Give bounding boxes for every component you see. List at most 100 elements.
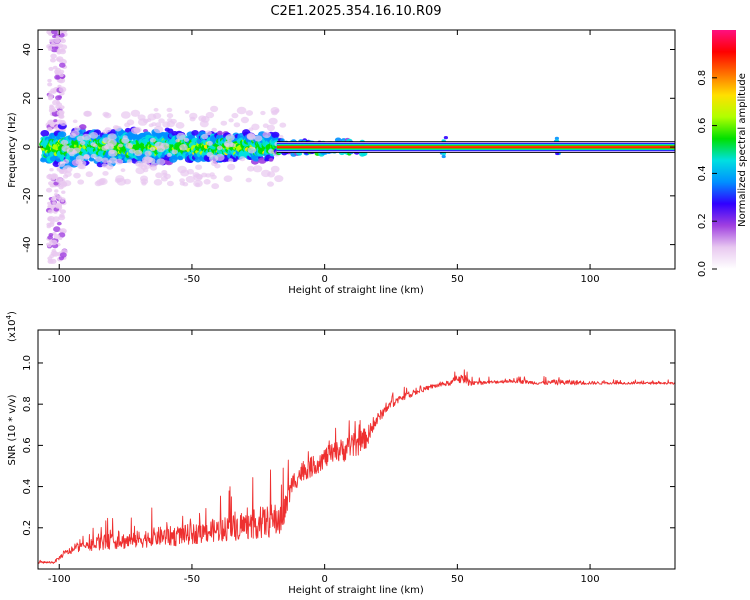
spectrogram-cell <box>185 175 195 183</box>
spectrogram-cell <box>138 162 145 168</box>
spectrogram-cell <box>279 122 287 128</box>
spectrogram-cell <box>252 165 263 173</box>
spectrogram-cell <box>209 172 215 177</box>
spectrogram-cell <box>118 143 124 148</box>
x-tick-label: -50 <box>184 274 200 285</box>
spectrogram-cell <box>56 110 64 116</box>
spectrogram-cell <box>52 65 58 70</box>
spectrogram-cell <box>268 117 278 125</box>
y-tick-label: 20 <box>22 92 33 105</box>
snr-multiplier-base: (x10 <box>7 319 18 342</box>
spectrogram-cell <box>148 123 154 128</box>
spectrogram-cell <box>163 173 171 179</box>
spectrogram-cell <box>46 127 53 132</box>
spectrogram-cell <box>130 109 141 117</box>
x-tick-label: -100 <box>48 274 71 285</box>
spectrogram-cell <box>182 182 189 187</box>
spectrogram-cell <box>247 146 257 154</box>
spectrogram-cell <box>126 159 133 164</box>
spectrogram-cell <box>193 179 203 188</box>
snr-y-axis-label: SNR (10 * v/v) <box>7 394 18 465</box>
spectrogram-cell <box>50 173 59 180</box>
spectrogram-cell <box>121 137 130 144</box>
snr-multiplier-close: ) <box>7 311 18 315</box>
spectrogram-cell <box>50 46 59 53</box>
spectrogram-cell <box>47 217 53 221</box>
spectrogram-cell <box>179 144 188 151</box>
spectrogram-cell <box>274 175 284 183</box>
snr-multiplier-exponent: 4 <box>5 314 13 319</box>
spectrogram-cell <box>554 136 560 140</box>
spectrogram-cell <box>83 154 90 160</box>
spectrogram-cell <box>49 168 54 172</box>
spectrogram-cell <box>153 125 164 134</box>
spectrogram-cell <box>50 108 57 113</box>
spectrogram-cell <box>166 152 172 158</box>
colorbar: 0.0 0.2 0.4 0.6 0.8 Normalized spectral ampl… <box>697 30 748 277</box>
spectrogram-cell <box>74 126 81 132</box>
spectrogram-cell <box>54 69 60 74</box>
spectrogram-cell <box>177 155 184 160</box>
spectrogram-cell <box>59 62 66 68</box>
spectrogram-cell <box>166 113 174 119</box>
spectrogram-cell <box>441 154 446 159</box>
x-tick-label: -50 <box>184 574 200 585</box>
snr-x-ticks: -100 -50 0 50 100 <box>48 330 600 585</box>
x-tick-label: 50 <box>451 274 464 285</box>
spectrogram-cell <box>143 163 152 169</box>
spectrogram-cell <box>47 201 52 206</box>
spectrogram-cell <box>85 171 94 178</box>
spectrogram-cell <box>251 123 260 131</box>
spectrogram-cell <box>60 199 65 203</box>
spectrogram-cell <box>72 150 78 155</box>
spectrogram-cell <box>176 132 186 140</box>
spectrogram-cell <box>206 140 213 146</box>
spectrogram-cell <box>280 138 285 142</box>
spectrogram-cell <box>89 132 99 139</box>
spectrogram-cell <box>156 158 166 166</box>
spectrogram-cell <box>115 158 124 165</box>
spectrogram-cell <box>79 140 86 145</box>
snr-panel: -100 -50 0 50 100 0.2 0.4 0.6 0.8 1.0 Height of … <box>5 311 676 596</box>
spectrogram-cell <box>266 124 275 131</box>
spectrogram-cell <box>191 130 199 136</box>
spectrogram-cell <box>211 183 220 190</box>
spectrogram-cell <box>57 161 66 167</box>
spectrogram-cell <box>46 187 53 193</box>
spectrogram-cell <box>106 163 114 170</box>
spectrogram-cell <box>205 130 212 136</box>
spectrogram-cell <box>262 123 269 128</box>
spectrogram-cell <box>58 86 67 93</box>
colorbar-tick-label: 0.4 <box>697 165 708 181</box>
spectrogram-cell <box>56 58 61 62</box>
spectrogram-cell <box>268 158 274 162</box>
y-tick-label: 1.0 <box>22 355 33 371</box>
spectrogram-frame <box>37 29 676 270</box>
spectrogram-cell <box>54 193 58 196</box>
spectrogram-cell <box>240 116 249 124</box>
spectrogram-cell <box>59 213 65 218</box>
spectrogram-cell <box>51 197 56 202</box>
colorbar-ticks: 0.0 0.2 0.4 0.6 0.8 <box>697 70 717 277</box>
spectrogram-cell <box>153 107 159 112</box>
spectrogram-cell <box>60 38 66 44</box>
spectrogram-cell <box>246 132 255 140</box>
spectrogram-cell <box>150 147 156 152</box>
spectrogram-cell <box>72 119 78 124</box>
y-tick-label: 40 <box>22 43 33 56</box>
spectrogram-cell <box>150 165 157 171</box>
spectrogram-cell <box>184 110 190 114</box>
spectrogram-cell <box>160 142 170 150</box>
spectrogram-band <box>276 146 675 148</box>
spectrogram-cell <box>443 136 448 140</box>
spectrogram-cell <box>52 201 57 205</box>
spectrogram-y-axis-label: Frequency (Hz) <box>7 112 18 188</box>
spectrogram-cell <box>228 158 234 163</box>
spectrogram-cell <box>49 121 56 127</box>
spectrogram-cell <box>59 105 65 110</box>
spectrogram-cell <box>220 120 228 126</box>
spectrogram-cell <box>225 134 235 141</box>
spectrogram-cell <box>254 135 263 142</box>
spectrogram-cell <box>101 157 109 164</box>
spectrogram-cell <box>334 137 342 143</box>
